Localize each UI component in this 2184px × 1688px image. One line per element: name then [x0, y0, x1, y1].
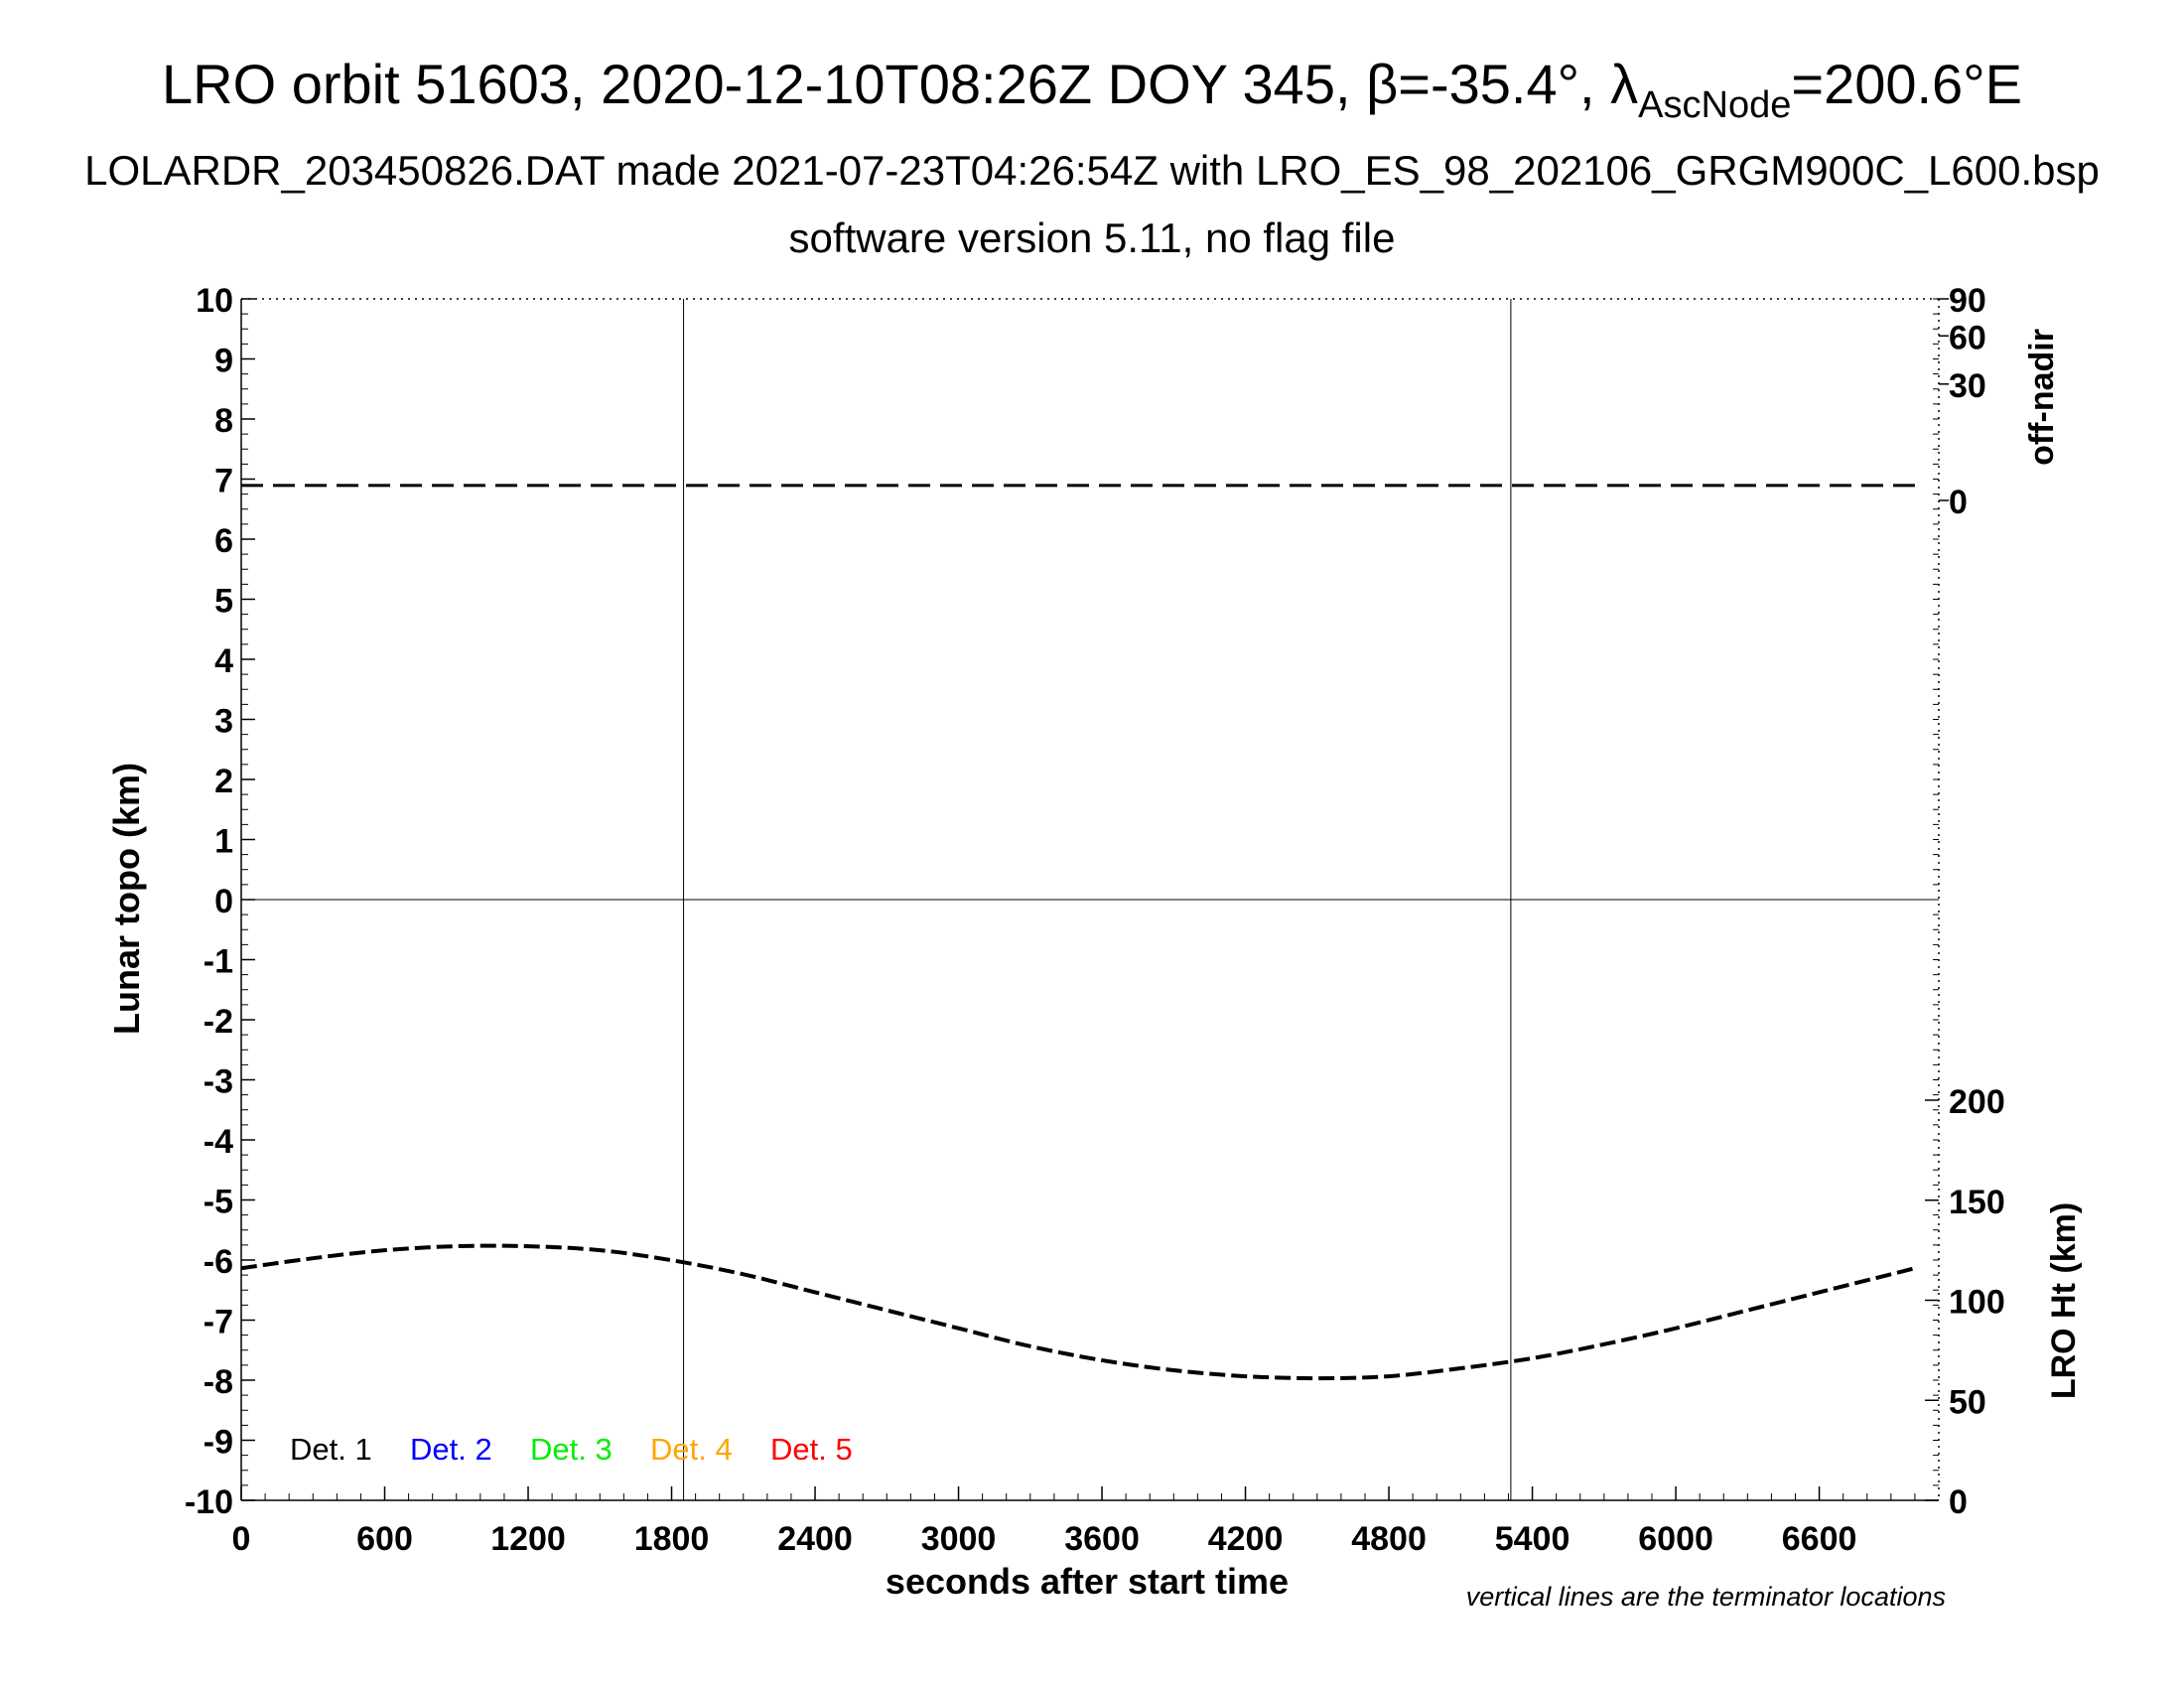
offnadir-tick-label: 0	[1949, 484, 1968, 521]
x-tick-label: 1800	[634, 1520, 710, 1558]
y-axis-label-ht: LRO Ht (km)	[2045, 1202, 2083, 1399]
ht-tick-label: 200	[1949, 1083, 2005, 1121]
y-tick-label-left: -9	[204, 1424, 233, 1462]
y-tick-label-left: -8	[204, 1363, 233, 1401]
x-tick-label: 1200	[490, 1520, 566, 1558]
y-tick-label-left: 1	[214, 823, 233, 861]
legend-item-det-2: Det. 2	[410, 1432, 492, 1467]
title-end: =200.6°E	[1791, 53, 2022, 115]
y-tick-label-left: -4	[204, 1123, 233, 1161]
ht-tick-label: 50	[1949, 1383, 1986, 1421]
chart-subtitle-2: software version 5.11, no flag file	[788, 214, 1396, 261]
y-axis-label-left: Lunar topo (km)	[106, 763, 147, 1035]
y-tick-label-left: -7	[204, 1304, 233, 1341]
title-subscript: AscNode	[1638, 84, 1792, 126]
x-tick-label: 6600	[1782, 1520, 1857, 1558]
x-tick-label: 3000	[921, 1520, 997, 1558]
legend: Det. 1 Det. 2 Det. 3 Det. 4 Det. 5	[290, 1432, 853, 1467]
chart-title: LRO orbit 51603, 2020-12-10T08:26Z DOY 3…	[0, 52, 2184, 124]
ht-tick-label: 100	[1949, 1284, 2005, 1322]
y-tick-label-left: 6	[214, 522, 233, 560]
title-main: LRO orbit 51603, 2020-12-10T08:26Z DOY 3…	[162, 53, 1639, 115]
ht-tick-label: 0	[1949, 1483, 1968, 1521]
y-axis-label-offnadir: off-nadir	[2023, 329, 2061, 466]
x-tick-label: 600	[356, 1520, 413, 1558]
y-tick-label-left: 5	[214, 583, 233, 621]
legend-item-det-3: Det. 3	[530, 1432, 613, 1467]
y-tick-label-left: -1	[204, 943, 233, 981]
offnadir-tick-label: 90	[1949, 282, 1986, 320]
x-tick-label: 5400	[1495, 1520, 1570, 1558]
y-tick-label-left: -10	[185, 1483, 233, 1521]
y-tick-label-left: 4	[214, 642, 233, 680]
y-tick-label-left: -3	[204, 1063, 233, 1101]
offnadir-tick-label: 30	[1949, 367, 1986, 405]
x-axis-label: seconds after start time	[886, 1561, 1289, 1602]
grid-lines	[241, 299, 1939, 1500]
chart-subtitle: LOLARDR_203450826.DAT made 2021-07-23T04…	[84, 147, 2100, 194]
series-lro-height	[240, 1243, 1916, 1381]
y-tick-label-left: 3	[214, 703, 233, 741]
y-tick-label-left: 8	[214, 402, 233, 440]
x-tick-label: 4800	[1351, 1520, 1427, 1558]
y-tick-label-left: -2	[204, 1003, 233, 1041]
legend-item-det-1: Det. 1	[290, 1432, 372, 1467]
x-tick-label: 6000	[1638, 1520, 1713, 1558]
y-tick-label-left: 0	[214, 883, 233, 920]
legend-item-det-5: Det. 5	[770, 1432, 853, 1467]
y-tick-label-left: -6	[204, 1243, 233, 1281]
series-layer	[240, 484, 1916, 1381]
y-tick-label-left: -5	[204, 1184, 233, 1221]
x-tick-label: 2400	[777, 1520, 853, 1558]
terminator-footnote: vertical lines are the terminator locati…	[1466, 1582, 1946, 1612]
y-tick-label-left: 7	[214, 463, 233, 500]
y-tick-label-left: 9	[214, 343, 233, 380]
legend-item-det-4: Det. 4	[650, 1432, 733, 1467]
x-tick-label: 3600	[1064, 1520, 1140, 1558]
ht-tick-label: 150	[1949, 1184, 2005, 1221]
x-tick-label: 0	[232, 1520, 251, 1558]
y-tick-label-left: 10	[196, 282, 233, 320]
offnadir-tick-label: 60	[1949, 319, 1986, 356]
y-tick-label-left: 2	[214, 763, 233, 800]
x-tick-label: 4200	[1208, 1520, 1284, 1558]
